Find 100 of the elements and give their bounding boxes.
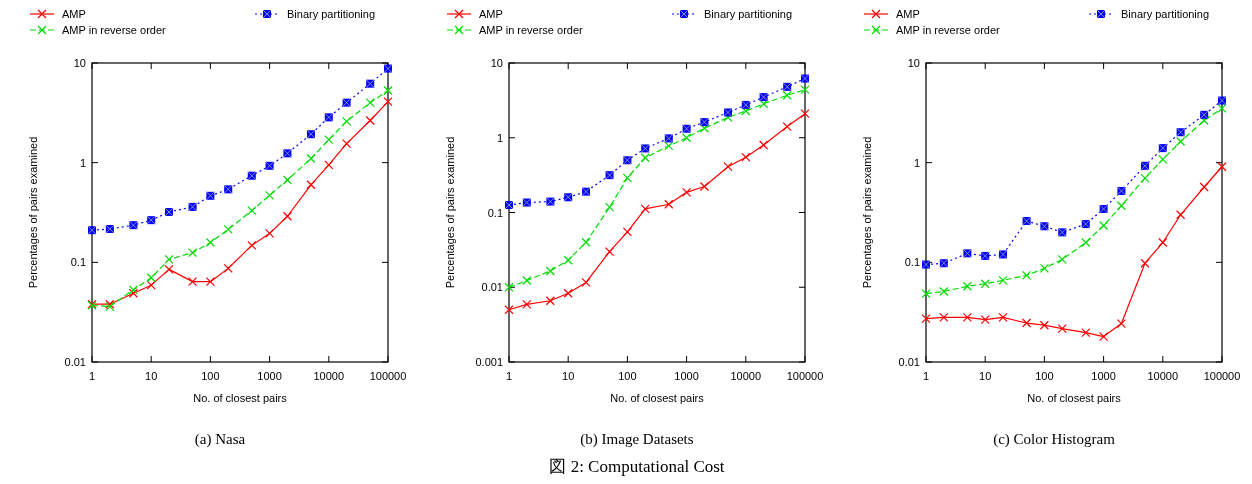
x-tick-label: 10	[562, 370, 575, 382]
y-axis-title: Percentages of pairs examined	[444, 136, 456, 289]
point	[962, 281, 972, 291]
y-axis-title: Percentages of pairs examined	[27, 136, 39, 289]
point	[622, 227, 632, 237]
y-tick-label: 10	[907, 57, 920, 69]
y-tick-label: 0.01	[898, 356, 920, 368]
point	[504, 282, 514, 292]
y-tick-label: 0.1	[70, 256, 86, 269]
point	[563, 255, 573, 265]
legend-label: Binary partitioning	[704, 8, 793, 20]
point	[980, 315, 990, 325]
legend-label: Binary partitioning	[287, 8, 376, 20]
point	[741, 152, 751, 162]
point	[1021, 318, 1032, 328]
legend-label: AMP	[62, 8, 86, 20]
y-axis-title: Percentages of pairs examined	[861, 136, 873, 289]
x-axis-title: No. of closest pairs	[610, 392, 705, 404]
point	[1140, 173, 1150, 183]
point	[265, 228, 275, 239]
point	[782, 90, 792, 100]
text: (b) Image Datasets	[580, 431, 694, 448]
point	[759, 140, 769, 150]
point	[187, 277, 198, 287]
point	[800, 109, 810, 119]
x-tick-label: 100000	[786, 370, 824, 382]
point	[282, 211, 293, 221]
point	[324, 135, 334, 145]
point	[1158, 154, 1168, 164]
legend-label: AMP	[479, 8, 503, 20]
point	[962, 312, 972, 323]
point	[1217, 162, 1227, 172]
point	[545, 266, 555, 276]
text: (c) Color Histogram	[993, 431, 1116, 448]
point	[205, 237, 215, 248]
x-tick-label: 10	[145, 370, 158, 382]
point	[622, 173, 632, 183]
x-tick-label: 100	[618, 370, 637, 382]
legend-label: AMP in reverse order	[896, 24, 1001, 36]
x-axis-title: No. of closest pairs	[1027, 392, 1122, 404]
point	[1099, 220, 1109, 231]
point	[324, 160, 334, 170]
point	[365, 115, 375, 126]
point	[921, 288, 931, 299]
point	[306, 180, 316, 190]
point	[1199, 182, 1209, 192]
x-tick-label: 10	[979, 370, 992, 382]
point	[146, 273, 156, 283]
x-tick-label: 1000	[674, 370, 699, 382]
point	[699, 123, 710, 133]
point	[1039, 263, 1049, 273]
point	[545, 296, 555, 306]
point	[604, 246, 615, 257]
point	[1176, 210, 1186, 220]
legend-label: AMP	[896, 8, 920, 20]
x-tick-label: 100000	[369, 370, 407, 382]
point	[146, 280, 156, 290]
x-tick-label: 100	[1035, 370, 1054, 382]
point	[265, 190, 275, 200]
y-tick-label: 10	[490, 57, 503, 69]
text: (a) Nasa	[194, 431, 246, 448]
point	[1140, 258, 1150, 268]
point	[1116, 201, 1127, 211]
legend-label: Binary partitioning	[1121, 8, 1210, 20]
point	[522, 299, 532, 309]
x-axis-title: No. of closest pairs	[193, 392, 288, 404]
y-tick-label: 10	[73, 57, 86, 69]
point	[365, 98, 375, 108]
y-tick-label: 0.1	[487, 206, 503, 219]
point	[342, 139, 352, 149]
point	[604, 202, 615, 212]
point	[998, 312, 1008, 323]
point	[800, 85, 810, 95]
x-tick-label: 1	[922, 370, 930, 382]
point	[581, 237, 591, 247]
point	[980, 279, 990, 289]
legend-label: AMP in reverse order	[62, 24, 167, 36]
x-tick-label: 1000	[257, 370, 282, 382]
x-tick-label: 100	[201, 370, 220, 382]
point	[759, 99, 769, 109]
y-tick-label: 0.01	[64, 356, 86, 368]
point	[164, 264, 174, 274]
x-tick-label: 1000	[1091, 370, 1116, 382]
point	[782, 122, 792, 132]
point	[504, 305, 514, 315]
point	[998, 275, 1008, 285]
point	[205, 277, 215, 287]
point	[306, 153, 316, 164]
y-tick-label: 0.1	[904, 256, 920, 269]
y-tick-label: 1	[79, 156, 86, 169]
point	[699, 181, 710, 192]
point	[741, 106, 751, 116]
y-tick-label: 0.001	[475, 356, 503, 368]
point	[1116, 318, 1127, 329]
point	[682, 187, 692, 197]
y-tick-label: 0.01	[481, 281, 503, 294]
x-tick-label: 100000	[1203, 370, 1241, 382]
point	[522, 275, 532, 286]
point	[939, 312, 949, 323]
y-tick-label: 1	[496, 131, 503, 144]
